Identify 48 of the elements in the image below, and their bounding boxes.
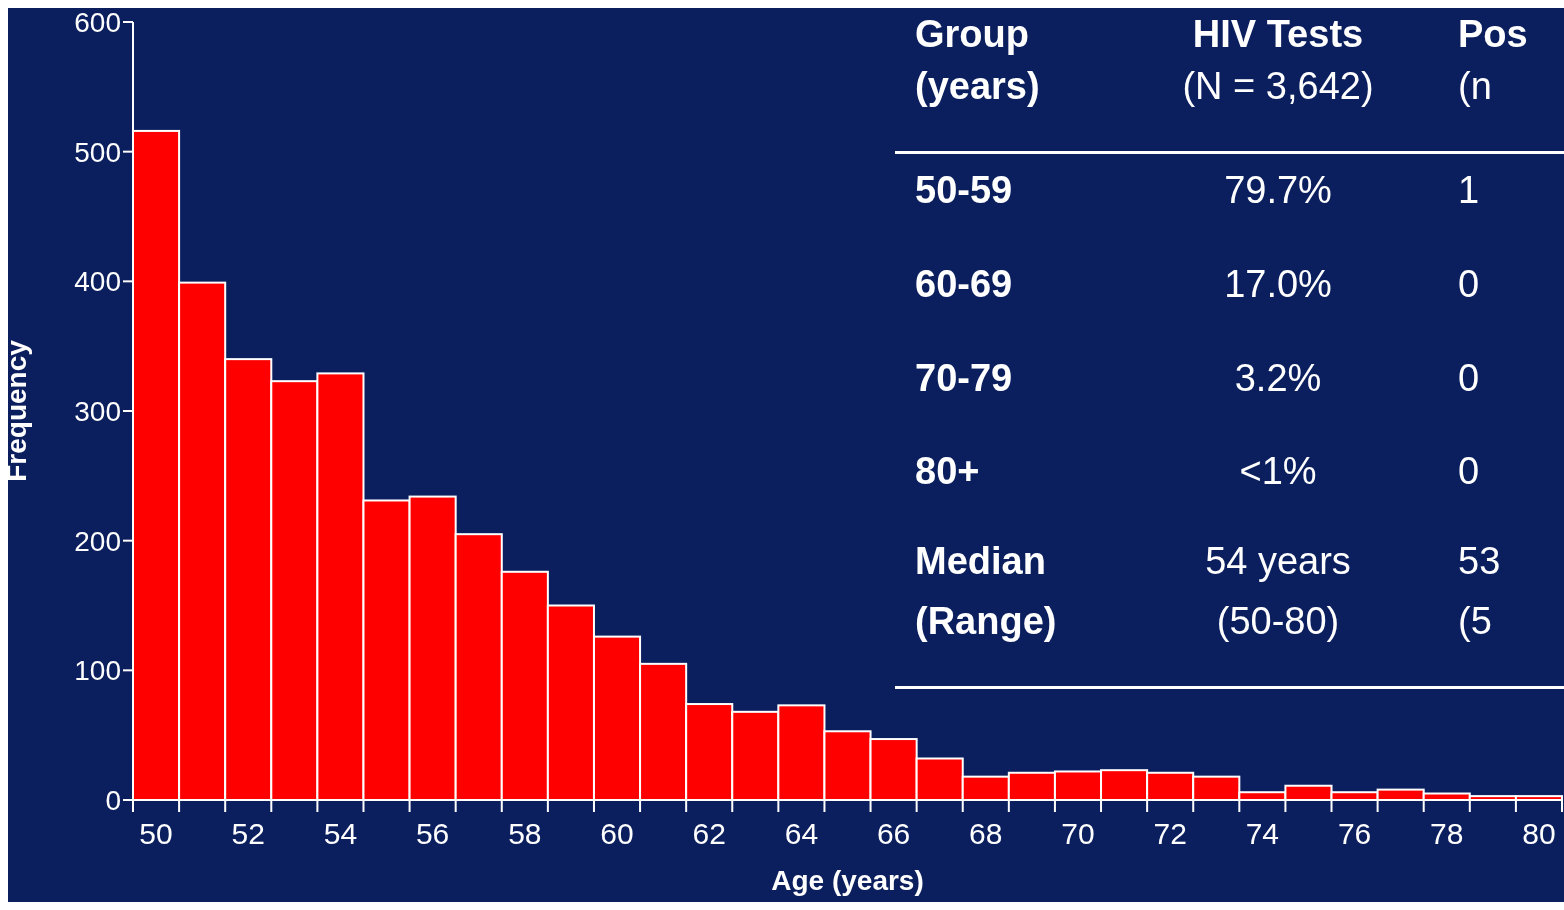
x-tick-label: 74 (1245, 817, 1280, 850)
annotation: 80+ (915, 449, 980, 493)
x-axis-title: Age (years) (771, 865, 924, 896)
annotation: (5 (1458, 599, 1492, 643)
annotation: 0 (1458, 262, 1480, 306)
annotation: 53 (1458, 539, 1501, 583)
annotation: 50-59 (915, 168, 1013, 212)
annotation: 70-79 (915, 356, 1013, 400)
x-tick-label: 60 (600, 817, 634, 850)
x-tick-label: 66 (876, 817, 911, 850)
annotation: Pos (1458, 12, 1528, 56)
annotation: (50-80) (1216, 600, 1340, 642)
annotation: 1 (1458, 168, 1480, 212)
x-tick-label: 58 (508, 817, 542, 850)
annotation: 60-69 (915, 262, 1013, 306)
annotation: 0 (1458, 356, 1480, 400)
y-tick-label: 200 (74, 525, 121, 557)
x-tick-label: 80 (1522, 817, 1556, 850)
x-tick-label: 52 (231, 817, 265, 850)
y-tick-label: 500 (74, 136, 121, 168)
x-tick-label: 56 (415, 817, 450, 850)
annotation: 3.2% (1234, 357, 1322, 399)
annotation: HIV Tests (1192, 13, 1364, 55)
x-tick-label: 62 (692, 817, 726, 850)
annotation: 17.0% (1224, 263, 1332, 305)
x-tick-label: 70 (1061, 817, 1095, 850)
y-tick-label: 100 (74, 655, 121, 687)
y-tick-label: 400 (74, 266, 121, 298)
annotation: (years) (915, 64, 1040, 108)
x-tick-label: 50 (139, 817, 173, 850)
annotation: (n (1458, 64, 1492, 108)
annotation: 0 (1458, 449, 1480, 493)
annotation: (N = 3,642) (1182, 65, 1374, 107)
annotation: 79.7% (1224, 169, 1332, 211)
annotation: Group (915, 12, 1029, 56)
annotation: 54 years (1205, 540, 1351, 582)
x-tick-label: 68 (969, 817, 1003, 850)
x-tick-label: 78 (1430, 817, 1464, 850)
x-tick-label: 76 (1337, 817, 1372, 850)
y-tick-label: 600 (74, 6, 121, 38)
x-tick-label: 54 (323, 817, 358, 850)
x-tick-label: 64 (784, 817, 819, 850)
annotation: (Range) (915, 599, 1057, 643)
y-tick-label: 300 (74, 395, 121, 427)
annotation: <1% (1239, 450, 1317, 492)
x-tick-label: 72 (1153, 817, 1187, 850)
y-tick-label: 0 (105, 784, 121, 816)
annotation: Median (915, 539, 1046, 583)
